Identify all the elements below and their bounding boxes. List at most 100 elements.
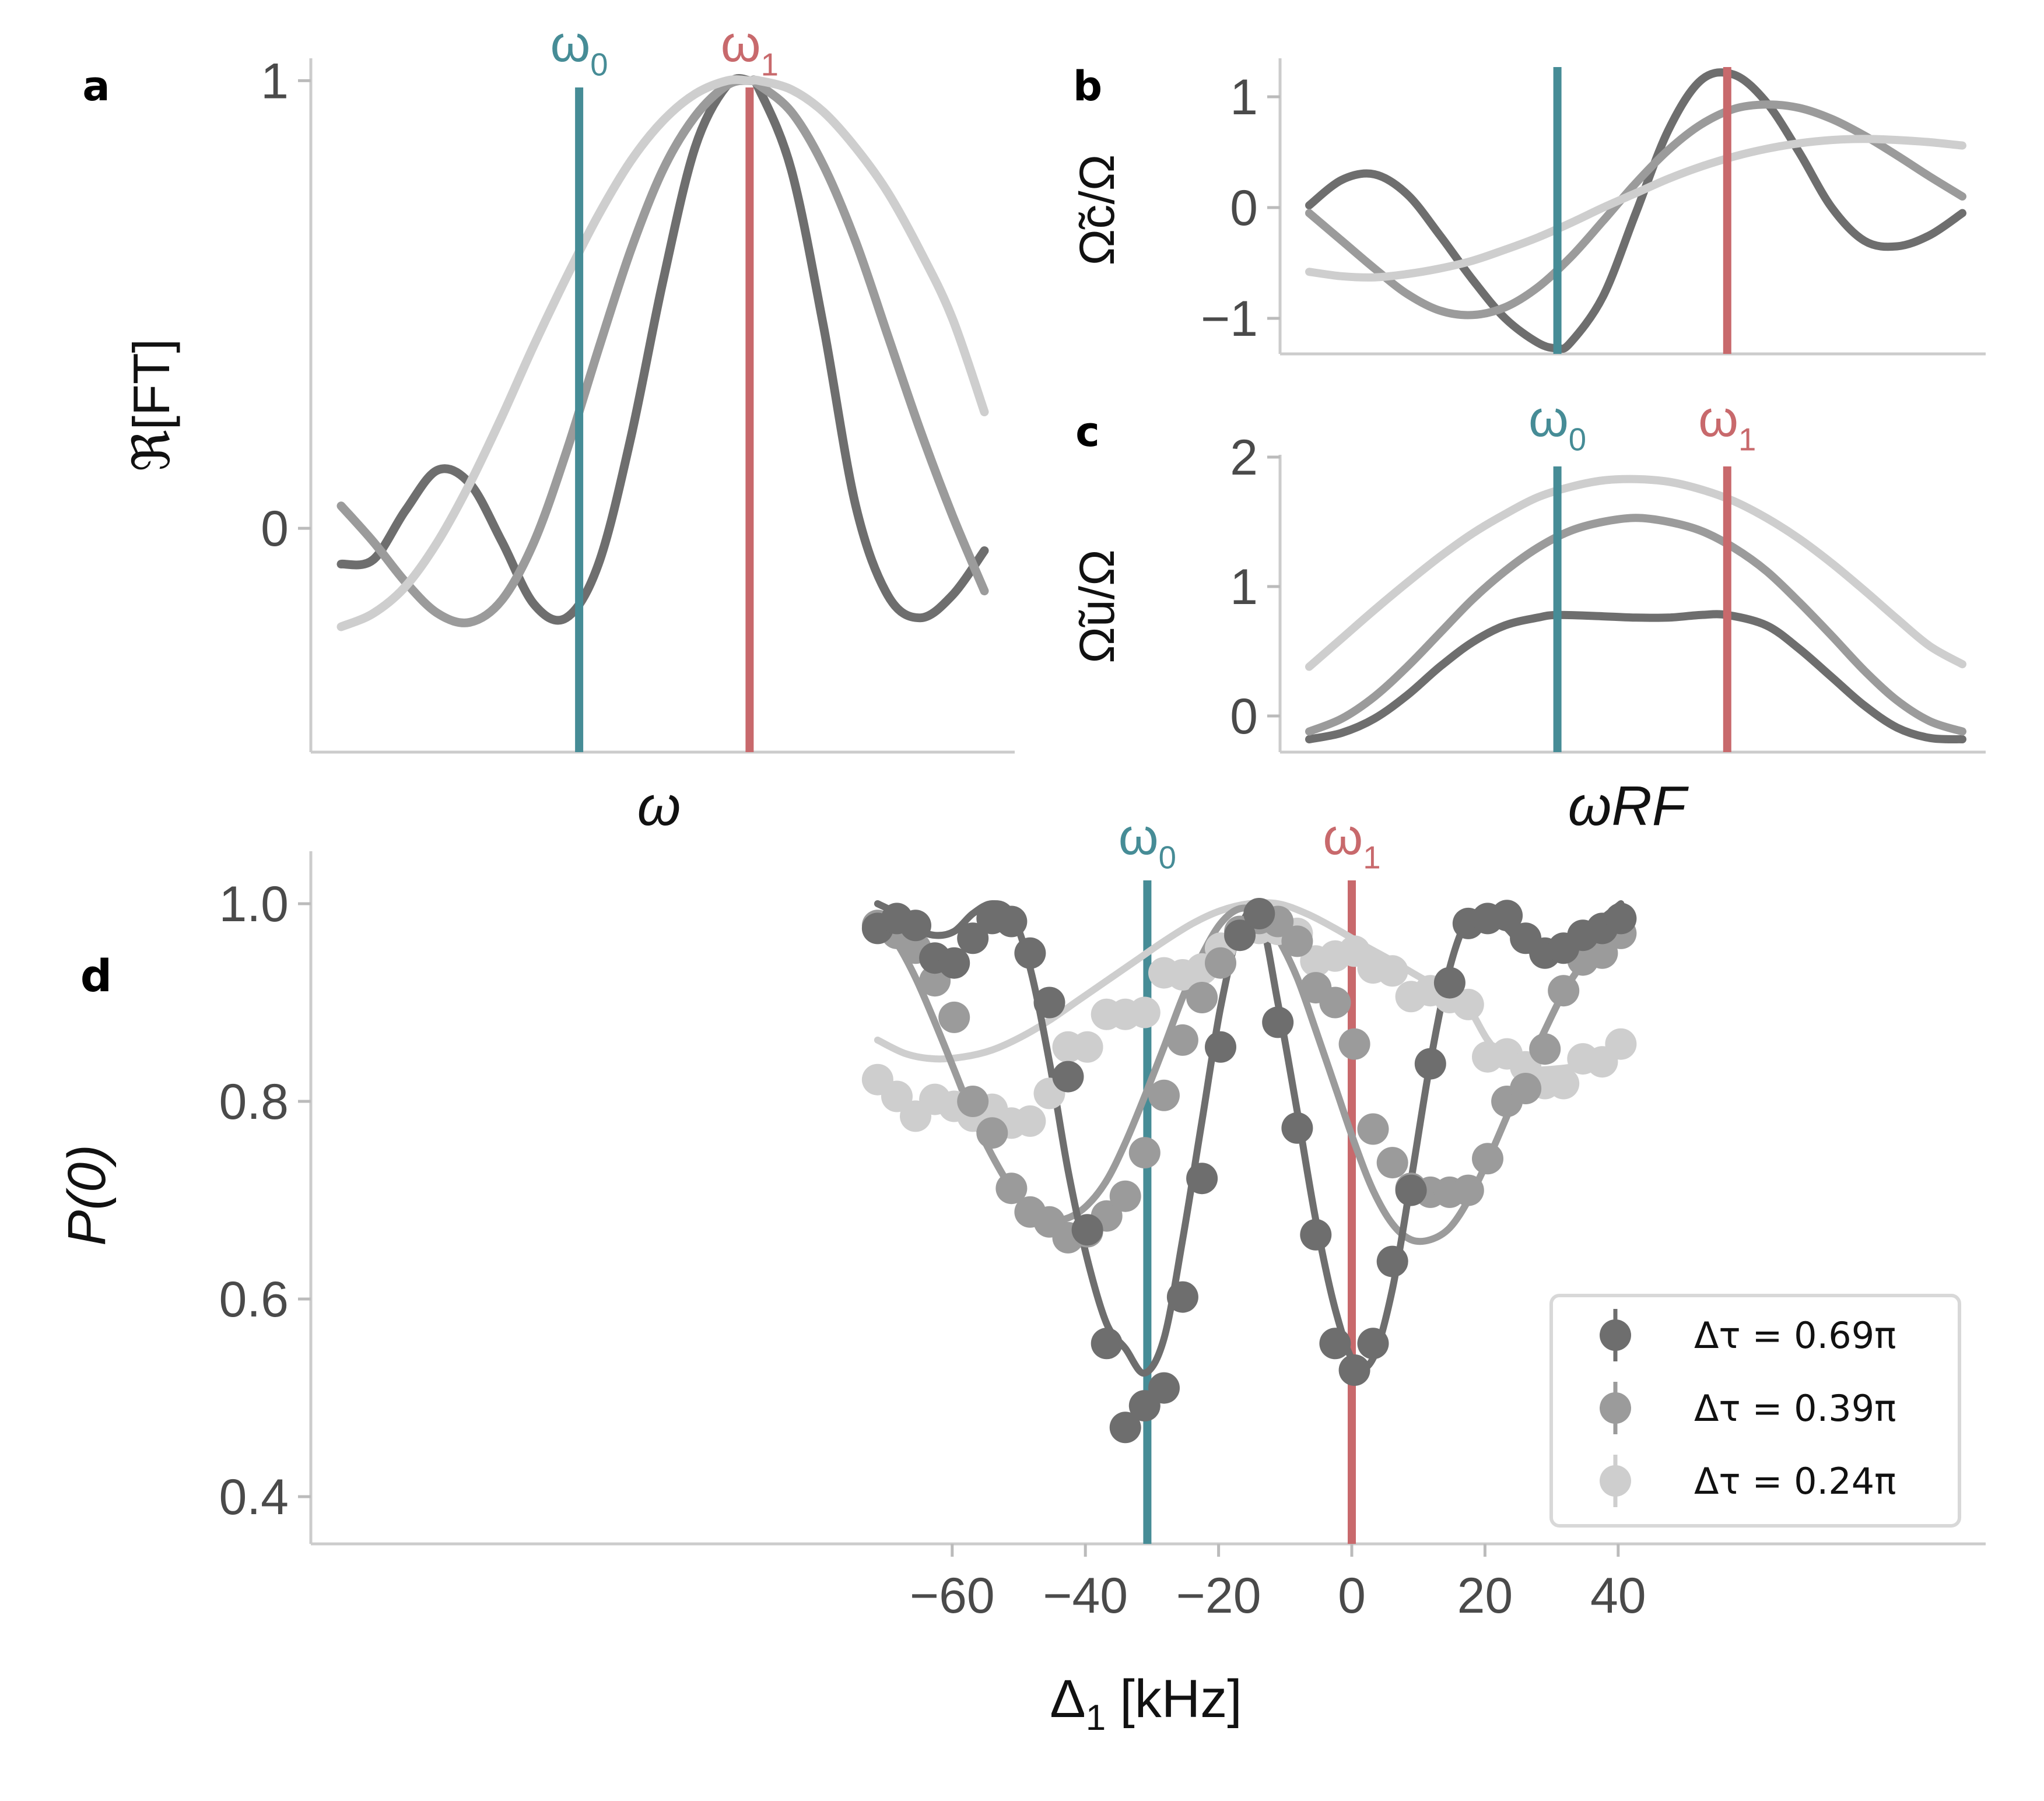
omega-subscript: 1 [1363,840,1380,876]
omega-subscript: 0 [1159,840,1176,876]
y-tick-label: 0 [261,501,289,557]
delta-subscript: 1 [1086,1698,1106,1738]
series-line-dark [1305,68,1966,353]
legend-label: Δτ = 0.39π [1694,1387,1896,1430]
omega-subscript: 0 [1569,422,1586,458]
omega-symbol: ω [1528,389,1569,447]
data-point [1319,986,1351,1019]
data-point [1148,1079,1180,1111]
data-point [1071,1031,1103,1063]
data-point [957,1086,989,1117]
y-tick-label: 1 [1230,69,1258,125]
omega0-label: ω0 [551,15,608,83]
data-point [1548,975,1580,1007]
data-point [1376,1147,1408,1179]
data-point [1452,988,1484,1020]
omega-symbol: ω [721,15,761,72]
legend-label: Δτ = 0.69π [1694,1314,1896,1357]
data-point [1243,898,1275,929]
legend-marker [1600,1319,1631,1351]
y-tick-label: 0 [1230,180,1258,236]
data-point [1052,1061,1084,1093]
y-axis-label: P(0) [57,1145,117,1246]
data-point [938,1001,970,1033]
x-axis-unit: [kHz] [1120,1669,1242,1729]
omega1-label: ω1 [1323,808,1380,876]
series-line-light [336,75,989,631]
data-point [1433,967,1465,999]
delta-symbol: Δ [1050,1669,1085,1729]
omega-symbol: ω [1119,808,1159,865]
data-point [1452,1174,1484,1206]
legend-label: Δτ = 0.24π [1694,1460,1896,1502]
omega-subscript: 0 [590,47,608,83]
x-tick-label: −40 [1043,1568,1128,1624]
data-point [1262,1006,1294,1038]
legend-marker [1600,1465,1631,1497]
data-point [1205,1031,1236,1063]
y-tick-label: 1 [1230,559,1258,615]
panel-letter-a: a [82,62,110,110]
data-point [1548,1068,1580,1100]
data-point [1281,925,1313,957]
data-point [938,947,970,979]
series-line-mid [1305,514,1966,736]
x-tick-label: 0 [1338,1568,1366,1624]
data-point [1395,1174,1427,1206]
y-tick-label: 1 [261,53,289,109]
data-point [1166,1281,1198,1313]
y-tick-label: 0.4 [219,1469,289,1525]
data-point [1148,1372,1180,1404]
y-tick-label: −1 [1201,291,1258,347]
x-tick-label: 20 [1457,1568,1513,1624]
data-point [1128,996,1161,1028]
data-point [1338,1354,1370,1386]
data-point [1091,1328,1123,1360]
panel-letter-d: d [80,950,112,1002]
omega-symbol: ω [1698,389,1738,447]
data-point [957,922,989,954]
data-point [995,905,1028,938]
omega0-label: ω0 [1528,389,1586,458]
omega-symbol: ω [1323,808,1363,865]
x-tick-label: 40 [1590,1568,1646,1624]
y-tick-label: 1.0 [219,876,289,932]
x-axis-label: ω [637,775,681,837]
fit-line-1 [874,904,1625,1245]
y-tick-label: 2 [1230,430,1258,486]
data-point [1338,1028,1370,1060]
data-point [1109,1412,1141,1444]
data-point [1128,1137,1161,1169]
omega-subscript: 1 [1738,422,1756,458]
data-point [1319,1328,1351,1360]
series-line-light [1305,475,1966,671]
data-point [1014,1105,1046,1137]
data-point [1186,982,1218,1013]
data-point [976,1117,1008,1149]
data-point [1376,1245,1408,1277]
data-point [1205,947,1236,979]
data-point [1414,1048,1446,1080]
data-point [1605,1028,1637,1060]
data-point [1224,919,1256,952]
x-tick-label: −20 [1176,1568,1261,1624]
data-point [1033,986,1065,1019]
panel-letter-b: b [1073,62,1102,110]
data-point [1186,1163,1218,1195]
series-line-light [1305,135,1966,282]
series-line-dark [1305,610,1966,743]
legend: Δτ = 0.69π Δτ = 0.39π Δτ = 0.24π [1549,1294,1961,1528]
x-tick-label: −60 [910,1568,995,1624]
data-point [995,1172,1028,1205]
data-point [1071,1214,1103,1246]
y-axis-label: Ω̃c/Ω [1070,155,1124,266]
y-axis-label: ℜ[FT] [122,339,180,472]
data-point [1281,1112,1313,1144]
omega-symbol: ω [551,15,591,72]
panel-letter-c: c [1075,408,1100,456]
data-point [1472,1143,1503,1175]
